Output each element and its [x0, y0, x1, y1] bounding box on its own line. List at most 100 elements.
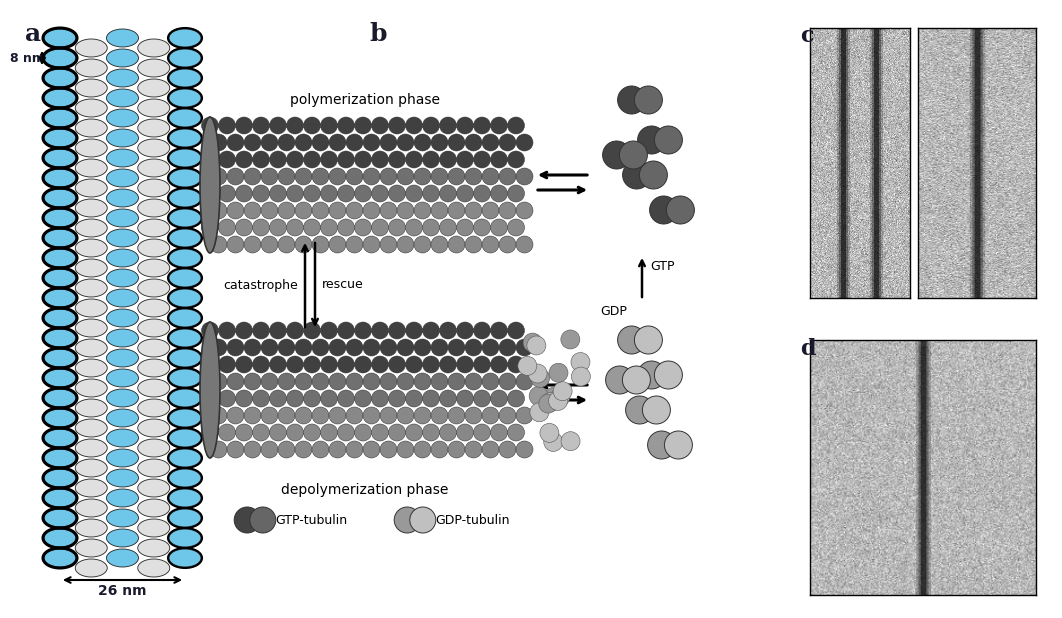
- Ellipse shape: [304, 322, 321, 339]
- Ellipse shape: [253, 151, 270, 168]
- Ellipse shape: [406, 185, 423, 202]
- Ellipse shape: [244, 373, 261, 390]
- Ellipse shape: [329, 168, 346, 185]
- Ellipse shape: [329, 339, 346, 356]
- Ellipse shape: [270, 322, 287, 339]
- Ellipse shape: [321, 151, 338, 168]
- Ellipse shape: [138, 519, 170, 537]
- Ellipse shape: [465, 407, 482, 424]
- Ellipse shape: [474, 390, 491, 407]
- Ellipse shape: [138, 299, 170, 317]
- Ellipse shape: [138, 159, 170, 177]
- Ellipse shape: [448, 202, 465, 219]
- Ellipse shape: [219, 356, 236, 373]
- Ellipse shape: [423, 219, 440, 236]
- Ellipse shape: [236, 117, 253, 134]
- Ellipse shape: [210, 236, 227, 253]
- Ellipse shape: [528, 364, 547, 383]
- Ellipse shape: [169, 29, 201, 47]
- Ellipse shape: [44, 69, 76, 87]
- Ellipse shape: [423, 117, 440, 134]
- Ellipse shape: [474, 185, 491, 202]
- Ellipse shape: [278, 339, 295, 356]
- Ellipse shape: [491, 356, 508, 373]
- Ellipse shape: [106, 289, 138, 307]
- Ellipse shape: [44, 169, 76, 187]
- Ellipse shape: [169, 369, 201, 387]
- Ellipse shape: [622, 366, 650, 394]
- Ellipse shape: [106, 89, 138, 107]
- Ellipse shape: [106, 129, 138, 147]
- Ellipse shape: [321, 424, 338, 441]
- Ellipse shape: [261, 339, 278, 356]
- Ellipse shape: [219, 322, 236, 339]
- Ellipse shape: [414, 202, 431, 219]
- Ellipse shape: [414, 407, 431, 424]
- Ellipse shape: [253, 322, 270, 339]
- Ellipse shape: [491, 424, 508, 441]
- Ellipse shape: [169, 209, 201, 227]
- Ellipse shape: [465, 339, 482, 356]
- Ellipse shape: [138, 199, 170, 217]
- Ellipse shape: [465, 441, 482, 458]
- Ellipse shape: [372, 151, 389, 168]
- Ellipse shape: [414, 134, 431, 151]
- Ellipse shape: [169, 189, 201, 207]
- Ellipse shape: [138, 339, 170, 357]
- Ellipse shape: [482, 407, 499, 424]
- Ellipse shape: [355, 356, 372, 373]
- Ellipse shape: [227, 168, 244, 185]
- Text: d: d: [800, 338, 816, 360]
- Ellipse shape: [295, 339, 312, 356]
- Ellipse shape: [169, 49, 201, 67]
- Ellipse shape: [499, 441, 516, 458]
- Ellipse shape: [138, 179, 170, 197]
- Ellipse shape: [138, 239, 170, 257]
- Ellipse shape: [278, 441, 295, 458]
- Ellipse shape: [312, 236, 329, 253]
- Ellipse shape: [244, 407, 261, 424]
- Text: b: b: [370, 22, 387, 46]
- Ellipse shape: [44, 369, 76, 387]
- Ellipse shape: [355, 151, 372, 168]
- Ellipse shape: [270, 424, 287, 441]
- Ellipse shape: [244, 236, 261, 253]
- Ellipse shape: [169, 549, 201, 567]
- Ellipse shape: [491, 117, 508, 134]
- Ellipse shape: [169, 429, 201, 447]
- Ellipse shape: [508, 390, 525, 407]
- Ellipse shape: [138, 219, 170, 237]
- Ellipse shape: [539, 423, 559, 442]
- Ellipse shape: [312, 168, 329, 185]
- Ellipse shape: [363, 168, 380, 185]
- Ellipse shape: [397, 407, 414, 424]
- Ellipse shape: [75, 139, 107, 157]
- Ellipse shape: [431, 441, 448, 458]
- Ellipse shape: [372, 390, 389, 407]
- Ellipse shape: [106, 369, 138, 387]
- Ellipse shape: [338, 390, 355, 407]
- Ellipse shape: [44, 269, 76, 287]
- Ellipse shape: [261, 202, 278, 219]
- Ellipse shape: [169, 69, 201, 87]
- Ellipse shape: [169, 449, 201, 467]
- Ellipse shape: [169, 509, 201, 527]
- Ellipse shape: [304, 151, 321, 168]
- Ellipse shape: [516, 339, 533, 356]
- Ellipse shape: [169, 469, 201, 487]
- Text: 8 nm: 8 nm: [10, 51, 45, 64]
- Ellipse shape: [457, 219, 474, 236]
- Ellipse shape: [363, 134, 380, 151]
- Ellipse shape: [106, 69, 138, 87]
- Ellipse shape: [287, 151, 304, 168]
- Ellipse shape: [474, 117, 491, 134]
- Ellipse shape: [210, 168, 227, 185]
- Ellipse shape: [295, 441, 312, 458]
- Ellipse shape: [440, 185, 457, 202]
- Ellipse shape: [414, 168, 431, 185]
- Ellipse shape: [406, 322, 423, 339]
- Ellipse shape: [423, 151, 440, 168]
- Ellipse shape: [44, 429, 76, 447]
- Ellipse shape: [440, 356, 457, 373]
- Ellipse shape: [75, 559, 107, 577]
